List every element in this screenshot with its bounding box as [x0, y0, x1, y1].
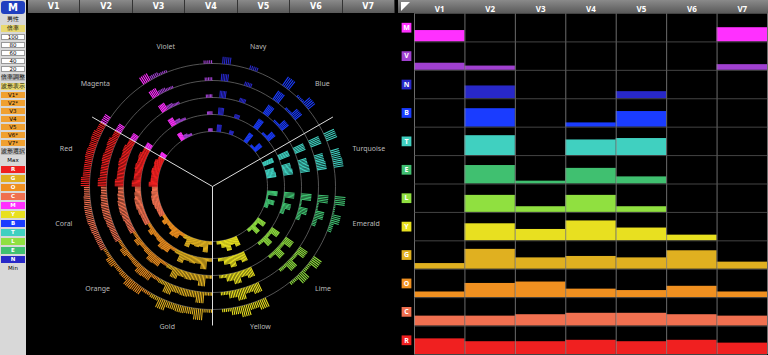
html-text:波形選択: 波形選択 — [1, 148, 25, 154]
html-text:G: G — [10, 175, 16, 181]
html-text:80: 80 — [9, 42, 17, 48]
html-text:V4: V4 — [9, 116, 17, 122]
svg-text:O: O — [404, 279, 410, 288]
html-text:Min: Min — [8, 265, 18, 271]
svg-text:Coral: Coral — [55, 219, 72, 228]
svg-text:Emerald: Emerald — [353, 219, 380, 228]
html-text:V1: V1 — [47, 2, 60, 11]
svg-text:Navy: Navy — [250, 42, 267, 51]
svg-text:V5: V5 — [637, 3, 647, 14]
svg-text:V1: V1 — [435, 3, 445, 14]
html-text:波形表示: 波形表示 — [1, 83, 25, 89]
html-text:V4: V4 — [205, 2, 217, 11]
html-text:O: O — [10, 184, 16, 190]
html-text:V6*: V6* — [8, 132, 18, 138]
html-text:Max: Max — [7, 157, 19, 163]
html-text:40: 40 — [9, 58, 17, 64]
html-text:V5: V5 — [9, 124, 17, 130]
svg-text:Magenta: Magenta — [81, 79, 110, 88]
svg-text:V: V — [404, 51, 409, 60]
html-text:N: N — [10, 256, 16, 262]
svg-text:Gold: Gold — [160, 322, 175, 331]
html-text:B: B — [10, 220, 16, 226]
svg-text:Violet: Violet — [156, 42, 175, 51]
html-text:Y: Y — [11, 211, 15, 217]
html-text:V2*: V2* — [8, 100, 18, 106]
svg-text:C: C — [404, 307, 409, 316]
svg-text:M: M — [403, 23, 410, 32]
html-text:E: E — [11, 247, 15, 253]
html-text:R: R — [10, 166, 16, 172]
html-text:M: M — [10, 202, 16, 208]
svg-text:Turquoise: Turquoise — [353, 144, 386, 153]
svg-text:V4: V4 — [586, 3, 596, 14]
svg-text:R: R — [404, 336, 409, 345]
html-text:V7: V7 — [362, 2, 375, 11]
svg-text:Y: Y — [404, 222, 409, 231]
svg-text:V7: V7 — [737, 3, 747, 14]
svg-text:E: E — [405, 165, 409, 174]
svg-text:V3: V3 — [536, 3, 546, 14]
svg-text:Lime: Lime — [315, 284, 331, 293]
html-text:V3: V3 — [152, 2, 165, 11]
html-text:C: C — [11, 193, 15, 199]
svg-text:T: T — [404, 137, 408, 146]
html-text:倍率調整: 倍率調整 — [1, 74, 25, 80]
svg-text:Yellow: Yellow — [250, 322, 271, 331]
html-text:20: 20 — [9, 66, 17, 72]
svg-text:Red: Red — [60, 144, 73, 153]
html-text:V1*: V1* — [8, 92, 18, 98]
svg-text:V2: V2 — [485, 3, 495, 14]
html-text:V6: V6 — [309, 2, 322, 11]
html-text:M: M — [8, 2, 18, 13]
svg-text:Blue: Blue — [315, 79, 330, 88]
svg-text:N: N — [404, 80, 410, 89]
html-text:V3: V3 — [9, 108, 17, 114]
html-text:100: 100 — [7, 34, 19, 40]
svg-text:L: L — [405, 193, 409, 202]
html-text:L: L — [11, 238, 15, 244]
html-text:T: T — [11, 229, 15, 235]
svg-text:B: B — [404, 108, 409, 117]
html-text:V2: V2 — [100, 2, 112, 11]
html-text:V7*: V7* — [8, 140, 18, 146]
html-text:倍率: 倍率 — [7, 25, 19, 31]
svg-text:Orange: Orange — [85, 284, 110, 293]
html-text:60: 60 — [9, 50, 17, 56]
html-text:男性: 男性 — [7, 16, 19, 22]
html-text:V5: V5 — [257, 2, 270, 11]
svg-text:V6: V6 — [687, 3, 697, 14]
svg-text:G: G — [404, 250, 409, 259]
